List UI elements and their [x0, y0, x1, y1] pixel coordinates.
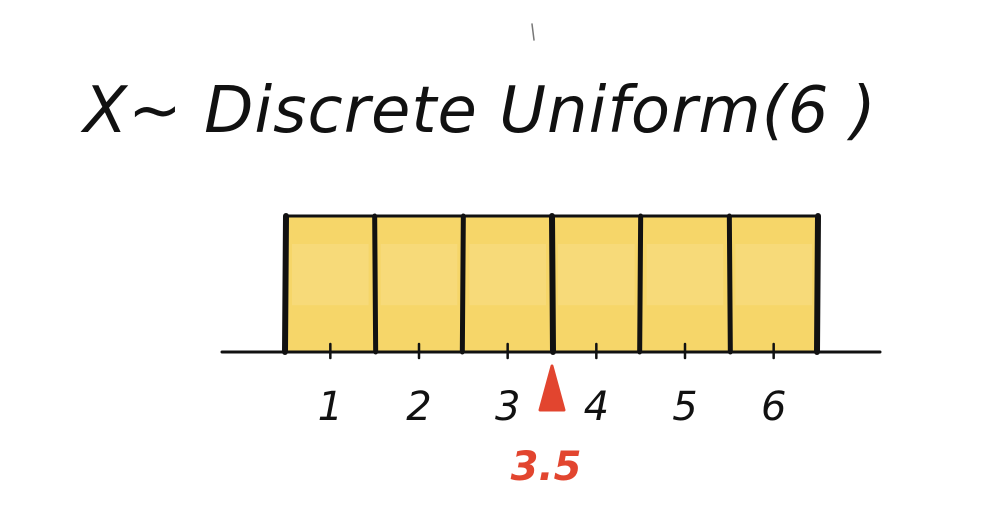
bar-edge-5: [726, 213, 733, 355]
x-ticks: 1 2 3 4 5 6: [318, 342, 786, 430]
chart-title: X~ Discrete Uniform(6 ): [80, 74, 876, 148]
bar-edge-6: [814, 213, 821, 355]
x-tick-label-6: 6: [761, 384, 786, 430]
mean-annotation: 3.5: [511, 364, 582, 490]
x-tick-label-4: 4: [584, 384, 609, 430]
bar-highlight-6: [735, 244, 812, 306]
bar-highlight-5: [646, 244, 724, 306]
x-tick-label-5: 5: [672, 384, 697, 430]
bars-layer: [282, 213, 821, 355]
bar-highlight-2: [380, 244, 458, 306]
bar-edge-4: [637, 213, 644, 355]
stray-pen-mark: [531, 23, 535, 41]
bar-edge-0: [282, 213, 289, 355]
x-tick-label-1: 1: [318, 384, 343, 430]
bar-highlight-1: [292, 244, 369, 306]
bar-highlight-3: [469, 244, 546, 306]
bar-edge-3: [549, 213, 556, 355]
bar-edge-2: [459, 213, 466, 355]
bar-highlight-4: [558, 244, 635, 306]
bar-edge-1: [372, 213, 379, 355]
x-tick-label-2: 2: [406, 384, 431, 430]
mean-marker: [538, 364, 566, 412]
mean-label: 3.5: [511, 444, 582, 490]
x-tick-label-3: 3: [495, 384, 520, 430]
